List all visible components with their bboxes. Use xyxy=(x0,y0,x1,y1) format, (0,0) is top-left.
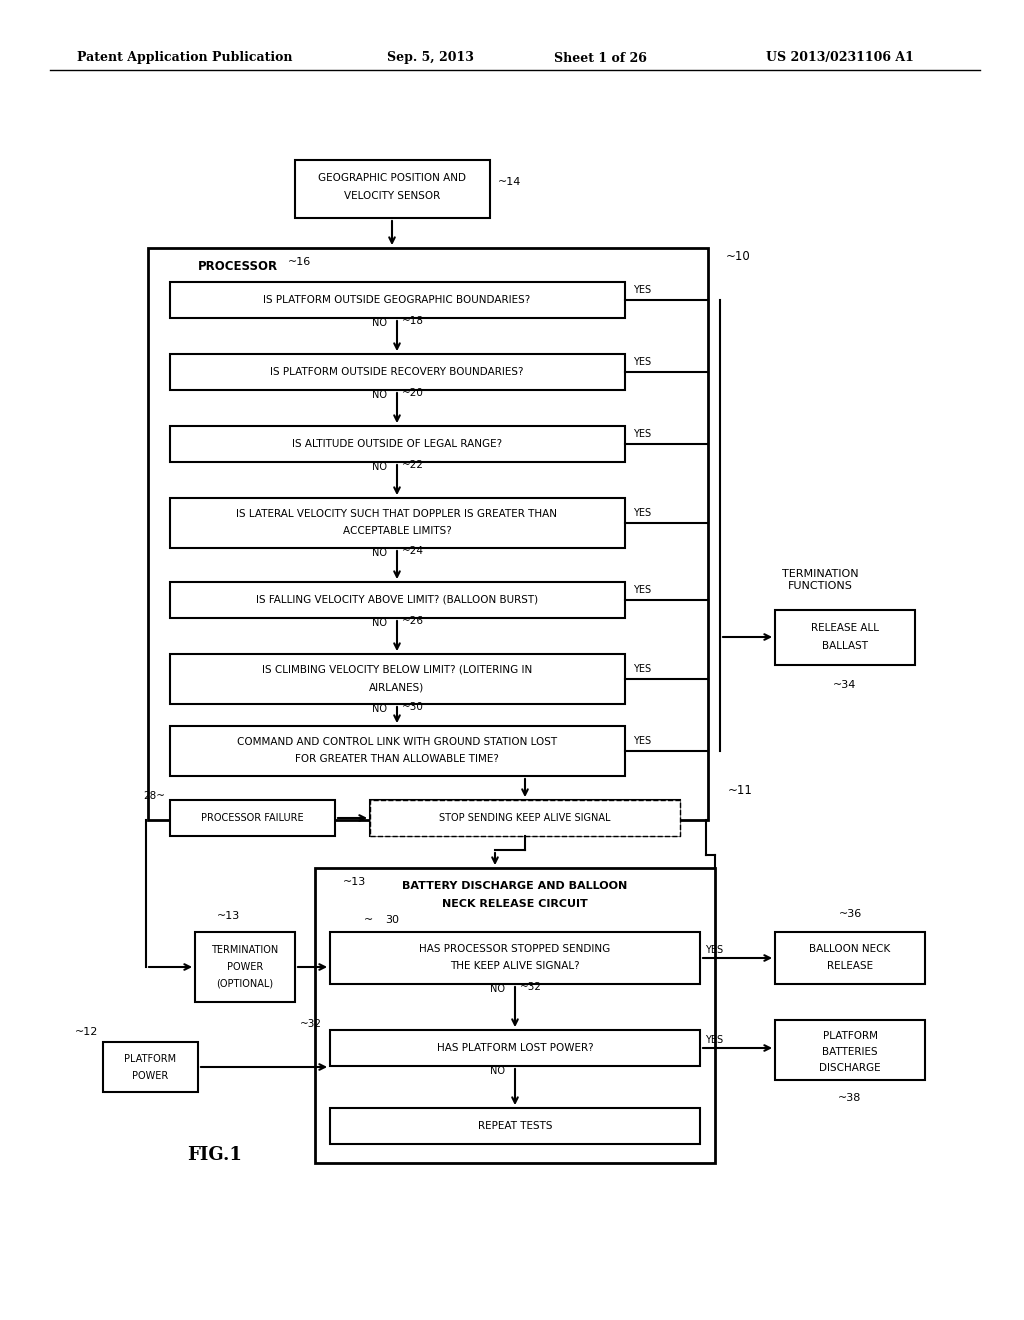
Bar xyxy=(295,160,490,218)
Text: PLATFORM: PLATFORM xyxy=(124,1053,176,1064)
Bar xyxy=(330,1030,700,1067)
Bar xyxy=(330,932,700,983)
Bar xyxy=(170,582,625,618)
Text: VELOCITY SENSOR: VELOCITY SENSOR xyxy=(344,191,440,201)
Text: COMMAND AND CONTROL LINK WITH GROUND STATION LOST: COMMAND AND CONTROL LINK WITH GROUND STA… xyxy=(237,737,557,747)
Text: ~16: ~16 xyxy=(288,257,311,267)
Text: AIRLANES): AIRLANES) xyxy=(370,682,425,692)
Bar xyxy=(148,248,708,820)
Text: ACCEPTABLE LIMITS?: ACCEPTABLE LIMITS? xyxy=(343,525,452,536)
Bar xyxy=(370,800,680,836)
Text: ~: ~ xyxy=(364,915,373,925)
Bar xyxy=(170,426,625,462)
Text: YES: YES xyxy=(633,508,651,517)
Text: BATTERIES: BATTERIES xyxy=(822,1047,878,1057)
Text: IS CLIMBING VELOCITY BELOW LIMIT? (LOITERING IN: IS CLIMBING VELOCITY BELOW LIMIT? (LOITE… xyxy=(262,665,532,675)
Text: HAS PROCESSOR STOPPED SENDING: HAS PROCESSOR STOPPED SENDING xyxy=(420,944,610,954)
Text: IS LATERAL VELOCITY SUCH THAT DOPPLER IS GREATER THAN: IS LATERAL VELOCITY SUCH THAT DOPPLER IS… xyxy=(237,510,557,519)
Text: ~22: ~22 xyxy=(402,459,424,470)
Text: ~34: ~34 xyxy=(834,680,857,690)
Text: NO: NO xyxy=(372,318,387,327)
Text: YES: YES xyxy=(705,1035,723,1045)
Text: (OPTIONAL): (OPTIONAL) xyxy=(216,979,273,989)
Bar xyxy=(170,282,625,318)
Text: ~20: ~20 xyxy=(402,388,424,399)
Bar xyxy=(170,653,625,704)
Text: ~24: ~24 xyxy=(402,546,424,556)
Text: BALLAST: BALLAST xyxy=(822,642,868,651)
Text: THE KEEP ALIVE SIGNAL?: THE KEEP ALIVE SIGNAL? xyxy=(451,961,580,972)
Text: PROCESSOR: PROCESSOR xyxy=(198,260,279,272)
Bar xyxy=(170,498,625,548)
Text: ~36: ~36 xyxy=(839,909,861,919)
Text: ~30: ~30 xyxy=(402,702,424,711)
Text: NO: NO xyxy=(490,983,505,994)
Text: YES: YES xyxy=(633,285,651,294)
Text: RELEASE ALL: RELEASE ALL xyxy=(811,623,879,634)
Text: IS PLATFORM OUTSIDE GEOGRAPHIC BOUNDARIES?: IS PLATFORM OUTSIDE GEOGRAPHIC BOUNDARIE… xyxy=(263,294,530,305)
Text: NO: NO xyxy=(372,618,387,628)
Text: YES: YES xyxy=(705,945,723,954)
Bar xyxy=(170,354,625,389)
Text: NO: NO xyxy=(490,1067,505,1076)
Text: ~32: ~32 xyxy=(520,982,542,993)
Text: TERMINATION
FUNCTIONS: TERMINATION FUNCTIONS xyxy=(781,569,858,591)
Text: IS PLATFORM OUTSIDE RECOVERY BOUNDARIES?: IS PLATFORM OUTSIDE RECOVERY BOUNDARIES? xyxy=(270,367,523,378)
Text: NO: NO xyxy=(372,462,387,473)
Text: US 2013/0231106 A1: US 2013/0231106 A1 xyxy=(766,51,914,65)
Text: GEOGRAPHIC POSITION AND: GEOGRAPHIC POSITION AND xyxy=(318,173,466,183)
Bar xyxy=(170,800,335,836)
Text: BATTERY DISCHARGE AND BALLOON: BATTERY DISCHARGE AND BALLOON xyxy=(402,880,628,891)
Text: YES: YES xyxy=(633,356,651,367)
Text: FIG.1: FIG.1 xyxy=(187,1146,243,1164)
Bar xyxy=(775,610,915,665)
Text: ~32: ~32 xyxy=(300,1019,322,1030)
Bar xyxy=(370,800,680,836)
Text: ~18: ~18 xyxy=(402,315,424,326)
Text: ~11: ~11 xyxy=(728,784,753,796)
Text: 30: 30 xyxy=(385,915,399,925)
Bar xyxy=(103,1041,198,1092)
Text: YES: YES xyxy=(633,664,651,675)
Text: Sheet 1 of 26: Sheet 1 of 26 xyxy=(554,51,646,65)
Bar xyxy=(775,1020,925,1080)
Text: Sep. 5, 2013: Sep. 5, 2013 xyxy=(387,51,473,65)
Text: Patent Application Publication: Patent Application Publication xyxy=(77,51,293,65)
Text: ~26: ~26 xyxy=(402,616,424,626)
Text: IS FALLING VELOCITY ABOVE LIMIT? (BALLOON BURST): IS FALLING VELOCITY ABOVE LIMIT? (BALLOO… xyxy=(256,595,538,605)
Text: ~13: ~13 xyxy=(343,876,367,887)
Text: ~13: ~13 xyxy=(217,911,240,921)
Text: PLATFORM: PLATFORM xyxy=(822,1031,878,1041)
Text: IS ALTITUDE OUTSIDE OF LEGAL RANGE?: IS ALTITUDE OUTSIDE OF LEGAL RANGE? xyxy=(292,440,502,449)
Text: YES: YES xyxy=(633,429,651,440)
Bar xyxy=(315,869,715,1163)
Text: ~12: ~12 xyxy=(75,1027,98,1038)
Bar xyxy=(330,1107,700,1144)
Text: TERMINATION: TERMINATION xyxy=(211,945,279,954)
Text: NO: NO xyxy=(372,548,387,558)
Bar xyxy=(195,932,295,1002)
Text: HAS PLATFORM LOST POWER?: HAS PLATFORM LOST POWER? xyxy=(436,1043,593,1053)
Text: POWER: POWER xyxy=(227,962,263,972)
Bar xyxy=(775,932,925,983)
Text: ~14: ~14 xyxy=(498,177,521,187)
Text: REPEAT TESTS: REPEAT TESTS xyxy=(478,1121,552,1131)
Text: YES: YES xyxy=(633,737,651,746)
Text: ~10: ~10 xyxy=(726,249,751,263)
Text: NECK RELEASE CIRCUIT: NECK RELEASE CIRCUIT xyxy=(442,899,588,909)
Text: 28~: 28~ xyxy=(143,791,165,801)
Text: STOP SENDING KEEP ALIVE SIGNAL: STOP SENDING KEEP ALIVE SIGNAL xyxy=(439,813,610,822)
Text: BALLOON NECK: BALLOON NECK xyxy=(809,944,891,954)
Text: YES: YES xyxy=(633,585,651,595)
Text: DISCHARGE: DISCHARGE xyxy=(819,1063,881,1073)
Text: PROCESSOR FAILURE: PROCESSOR FAILURE xyxy=(201,813,303,822)
Text: RELEASE: RELEASE xyxy=(827,961,873,972)
Text: NO: NO xyxy=(372,389,387,400)
Text: ~38: ~38 xyxy=(839,1093,861,1104)
Text: POWER: POWER xyxy=(132,1071,168,1081)
Bar xyxy=(170,726,625,776)
Text: FOR GREATER THAN ALLOWABLE TIME?: FOR GREATER THAN ALLOWABLE TIME? xyxy=(295,754,499,764)
Text: NO: NO xyxy=(372,704,387,714)
